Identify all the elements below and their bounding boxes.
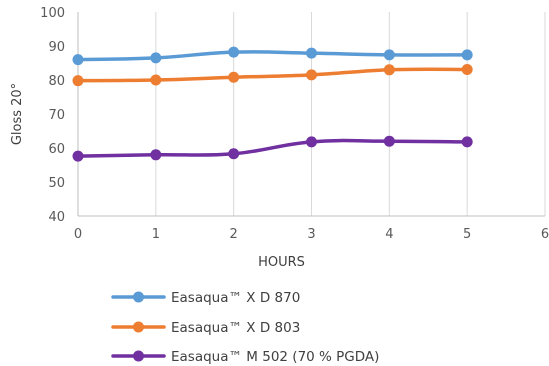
series-line bbox=[76, 67, 469, 83]
y-tick-label: 100 bbox=[40, 6, 65, 21]
y-tick-label: 50 bbox=[48, 176, 65, 191]
data-point bbox=[150, 74, 162, 86]
data-point bbox=[228, 71, 240, 83]
y-tick-label: 90 bbox=[48, 40, 65, 55]
legend-label: Easaqua™ X D 803 bbox=[171, 320, 300, 336]
series-line bbox=[76, 138, 469, 158]
series-group bbox=[72, 135, 473, 162]
data-point bbox=[306, 136, 317, 148]
y-tick-label: 80 bbox=[48, 74, 65, 89]
data-point bbox=[383, 135, 395, 147]
x-tick-label: 3 bbox=[307, 227, 315, 242]
legend-entry: Easaqua™ M 502 (70 % PGDA) bbox=[111, 349, 379, 365]
data-point bbox=[72, 150, 84, 162]
data-point bbox=[306, 69, 317, 81]
data-point bbox=[72, 75, 84, 87]
legend-label: Easaqua™ X D 870 bbox=[171, 290, 300, 306]
y-tick-label: 40 bbox=[48, 210, 65, 225]
series-line bbox=[76, 50, 469, 62]
legend-label: Easaqua™ M 502 (70 % PGDA) bbox=[171, 349, 379, 365]
data-point bbox=[383, 64, 395, 76]
x-tick-label: 0 bbox=[74, 227, 82, 242]
data-point bbox=[228, 148, 240, 160]
y-axis-title: Gloss 20° bbox=[10, 83, 25, 145]
data-point bbox=[306, 47, 317, 59]
data-point bbox=[461, 63, 473, 75]
data-point bbox=[461, 136, 473, 148]
legend-entry: Easaqua™ X D 870 bbox=[111, 290, 300, 306]
data-point bbox=[383, 49, 395, 61]
legend: Easaqua™ X D 870 Easaqua™ X D 803 Easaqua™… bbox=[111, 290, 379, 365]
legend-entry: Easaqua™ X D 803 bbox=[111, 320, 300, 336]
legend-marker bbox=[133, 350, 144, 362]
x-tick-label: 4 bbox=[385, 227, 393, 242]
x-tick-label: 2 bbox=[230, 227, 238, 242]
series-group bbox=[72, 46, 473, 66]
x-axis-title: HOURS bbox=[258, 255, 305, 270]
x-tick-label: 1 bbox=[152, 227, 160, 242]
legend-marker bbox=[133, 321, 144, 333]
y-tick-label: 70 bbox=[48, 108, 65, 123]
data-point bbox=[150, 149, 162, 161]
gridlines bbox=[155, 12, 546, 216]
x-tick-label: 5 bbox=[463, 227, 471, 242]
y-tick-labels: 40 50 60 70 80 90 100 bbox=[40, 6, 65, 225]
series-group bbox=[72, 63, 473, 87]
legend-marker bbox=[133, 291, 144, 303]
x-tick-label: 6 bbox=[541, 227, 549, 242]
data-point bbox=[72, 54, 84, 66]
data-point bbox=[228, 46, 240, 58]
axes bbox=[77, 12, 545, 217]
series-lines bbox=[72, 46, 473, 162]
data-point bbox=[150, 52, 162, 64]
x-tick-labels: 0 1 2 3 4 5 6 bbox=[74, 227, 549, 242]
data-point bbox=[461, 49, 473, 61]
y-tick-label: 60 bbox=[48, 142, 65, 157]
